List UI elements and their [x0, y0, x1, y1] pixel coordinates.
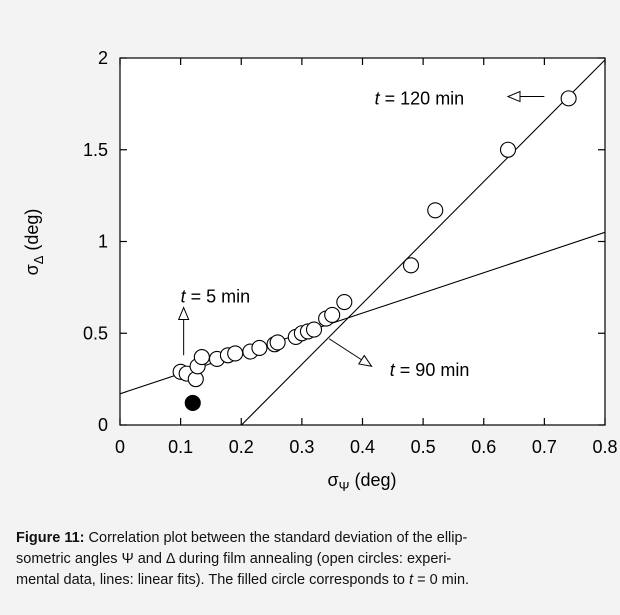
x-tick-label: 0.6 [471, 437, 496, 457]
y-tick-label: 1 [98, 232, 108, 252]
open-data-point [193, 349, 210, 366]
correlation-chart: 0 0.1 0.2 0.3 0.4 0.5 0.6 0.7 0.8 0 0.5 1 1.5 2 t = 5… [22, 48, 618, 494]
x-tick-label: 0 [115, 437, 125, 457]
axis-ticks: 0 0.1 0.2 0.3 0.4 0.5 0.6 0.7 0.8 0 0.5 1 1.5 2 [83, 48, 618, 457]
y-tick-label: 1.5 [83, 140, 108, 160]
filled-data-point [184, 394, 201, 412]
y-tick-label: 0 [98, 415, 108, 435]
annotation-arrow-shaft [328, 338, 362, 361]
caption-label: Figure 11: [16, 530, 85, 546]
x-tick-label: 0.5 [411, 437, 436, 457]
open-data-point [251, 339, 268, 356]
caption-line-3: mental data, lines: linear fits). The fi… [16, 572, 410, 588]
x-tick-label: 0.4 [350, 437, 375, 457]
x-tick-label: 0.3 [289, 437, 314, 457]
open-data-point [324, 306, 341, 323]
annotation-label: t = 120 min [375, 88, 465, 108]
annotation-label: t = 90 min [390, 360, 470, 380]
y-tick-label: 0.5 [83, 323, 108, 343]
open-data-point [560, 90, 577, 107]
annotation-arrow-head [506, 90, 521, 103]
open-data-point [305, 321, 323, 338]
annotation-arrow-head [357, 354, 373, 367]
figure-caption: Figure 11: Correlation plot between the … [16, 528, 612, 591]
open-data-point [227, 345, 244, 362]
open-data-point [269, 334, 286, 351]
annotation-label: t = 5 min [181, 287, 251, 307]
annotation-arrow-head [177, 306, 190, 321]
y-axis-label: σΔ (deg) [22, 209, 46, 276]
y-tick-label: 2 [98, 48, 108, 68]
x-tick-label: 0.7 [532, 437, 557, 457]
open-data-point [402, 257, 420, 274]
x-tick-label: 0.2 [229, 437, 254, 457]
fit-line [240, 59, 605, 425]
caption-line-3-end: = 0 min. [413, 572, 470, 588]
open-data-point [499, 141, 517, 158]
x-axis-label: σΨ (deg) [327, 470, 396, 494]
caption-t-symbol: t [409, 572, 414, 588]
caption-line-2: sometric angles Ψ and Δ during film anne… [16, 551, 452, 567]
x-tick-label: 0.1 [168, 437, 193, 457]
data-points [172, 90, 577, 412]
open-data-point [427, 202, 444, 219]
open-data-point [336, 294, 353, 311]
x-tick-label: 0.8 [592, 437, 617, 457]
annotations: t = 5 min t = 120 min t = 90 min [177, 88, 545, 380]
caption-line-1: Correlation plot between the standard de… [84, 530, 468, 546]
